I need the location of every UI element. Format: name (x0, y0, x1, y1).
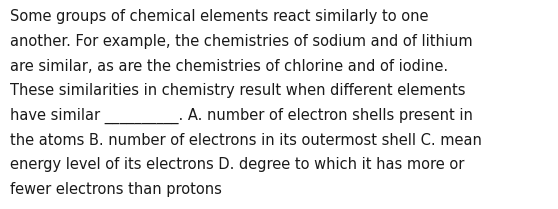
Text: Some groups of chemical elements react similarly to one: Some groups of chemical elements react s… (10, 9, 429, 24)
Text: energy level of its electrons D. degree to which it has more or: energy level of its electrons D. degree … (10, 157, 464, 172)
Text: another. For example, the chemistries of sodium and of lithium: another. For example, the chemistries of… (10, 34, 473, 49)
Text: fewer electrons than protons: fewer electrons than protons (10, 182, 222, 197)
Text: These similarities in chemistry result when different elements: These similarities in chemistry result w… (10, 83, 465, 98)
Text: have similar __________. A. number of electron shells present in: have similar __________. A. number of el… (10, 108, 473, 124)
Text: the atoms B. number of electrons in its outermost shell C. mean: the atoms B. number of electrons in its … (10, 133, 482, 148)
Text: are similar, as are the chemistries of chlorine and of iodine.: are similar, as are the chemistries of c… (10, 59, 448, 74)
